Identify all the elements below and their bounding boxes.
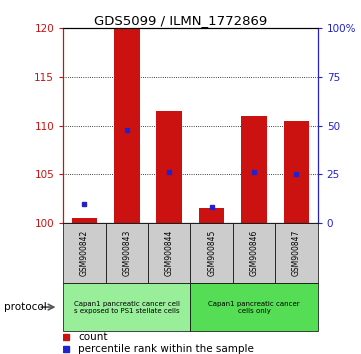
Text: count: count <box>78 332 108 342</box>
Bar <box>156 111 182 223</box>
Text: protocol: protocol <box>4 302 46 312</box>
Text: Capan1 pancreatic cancer cell
s exposed to PS1 stellate cells: Capan1 pancreatic cancer cell s exposed … <box>74 301 180 314</box>
Bar <box>242 116 267 223</box>
Bar <box>199 209 225 223</box>
Bar <box>114 28 139 223</box>
Text: GSM900842: GSM900842 <box>80 230 89 276</box>
Bar <box>105 223 148 283</box>
Text: GSM900846: GSM900846 <box>249 230 258 276</box>
Text: percentile rank within the sample: percentile rank within the sample <box>78 344 254 354</box>
Bar <box>284 121 309 223</box>
Bar <box>71 218 97 223</box>
Text: GSM900845: GSM900845 <box>207 230 216 276</box>
Text: Capan1 pancreatic cancer
cells only: Capan1 pancreatic cancer cells only <box>208 301 300 314</box>
Text: GSM900847: GSM900847 <box>292 230 301 276</box>
Bar <box>63 223 105 283</box>
Bar <box>63 283 191 331</box>
Bar <box>275 223 318 283</box>
Text: GSM900844: GSM900844 <box>165 230 174 276</box>
Bar <box>148 223 191 283</box>
Text: GDS5099 / ILMN_1772869: GDS5099 / ILMN_1772869 <box>94 14 267 27</box>
Bar <box>191 223 233 283</box>
Bar <box>233 223 275 283</box>
Bar <box>191 283 318 331</box>
Text: GSM900843: GSM900843 <box>122 230 131 276</box>
